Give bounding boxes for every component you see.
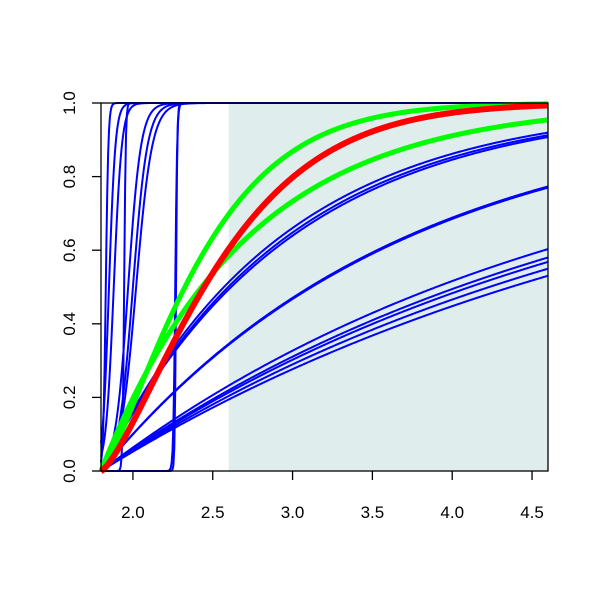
axis-layer: 2.0 2.5 3.0 3.5 4.0 4.5 0.0 0.2 0.4 0.6 0.8 1.0 <box>60 91 544 522</box>
x-tick-label-2: 2.5 <box>201 503 225 522</box>
series-line-17 <box>100 260 549 472</box>
series-line-18 <box>100 267 549 472</box>
series-line-11 <box>100 134 549 472</box>
series-line-22 <box>98 102 551 474</box>
series-line-19 <box>100 274 549 472</box>
x-tick-label-6: 4.5 <box>520 503 544 522</box>
y-tick-label-3: 0.4 <box>60 312 79 336</box>
plot-frame <box>100 102 549 472</box>
series-line-21 <box>99 101 550 473</box>
series-line-10 <box>100 136 549 472</box>
series-layer <box>98 101 551 474</box>
shaded-region <box>228 103 548 471</box>
series-line-20 <box>98 117 550 472</box>
y-tick-label-5: 0.8 <box>60 165 79 189</box>
x-tick-label-3: 3.0 <box>281 503 305 522</box>
x-tick-label-5: 4.0 <box>440 503 464 522</box>
series-line-14 <box>100 186 549 472</box>
series-line-16 <box>100 256 549 472</box>
series-line-15 <box>100 248 549 472</box>
y-tick-label-1: 0.0 <box>60 459 79 483</box>
x-tick-label-1: 2.0 <box>121 503 145 522</box>
y-tick-label-2: 0.2 <box>60 386 79 410</box>
y-tick-label-6: 1.0 <box>60 91 79 115</box>
y-tick-label-4: 0.6 <box>60 238 79 262</box>
x-tick-label-4: 3.5 <box>361 503 385 522</box>
